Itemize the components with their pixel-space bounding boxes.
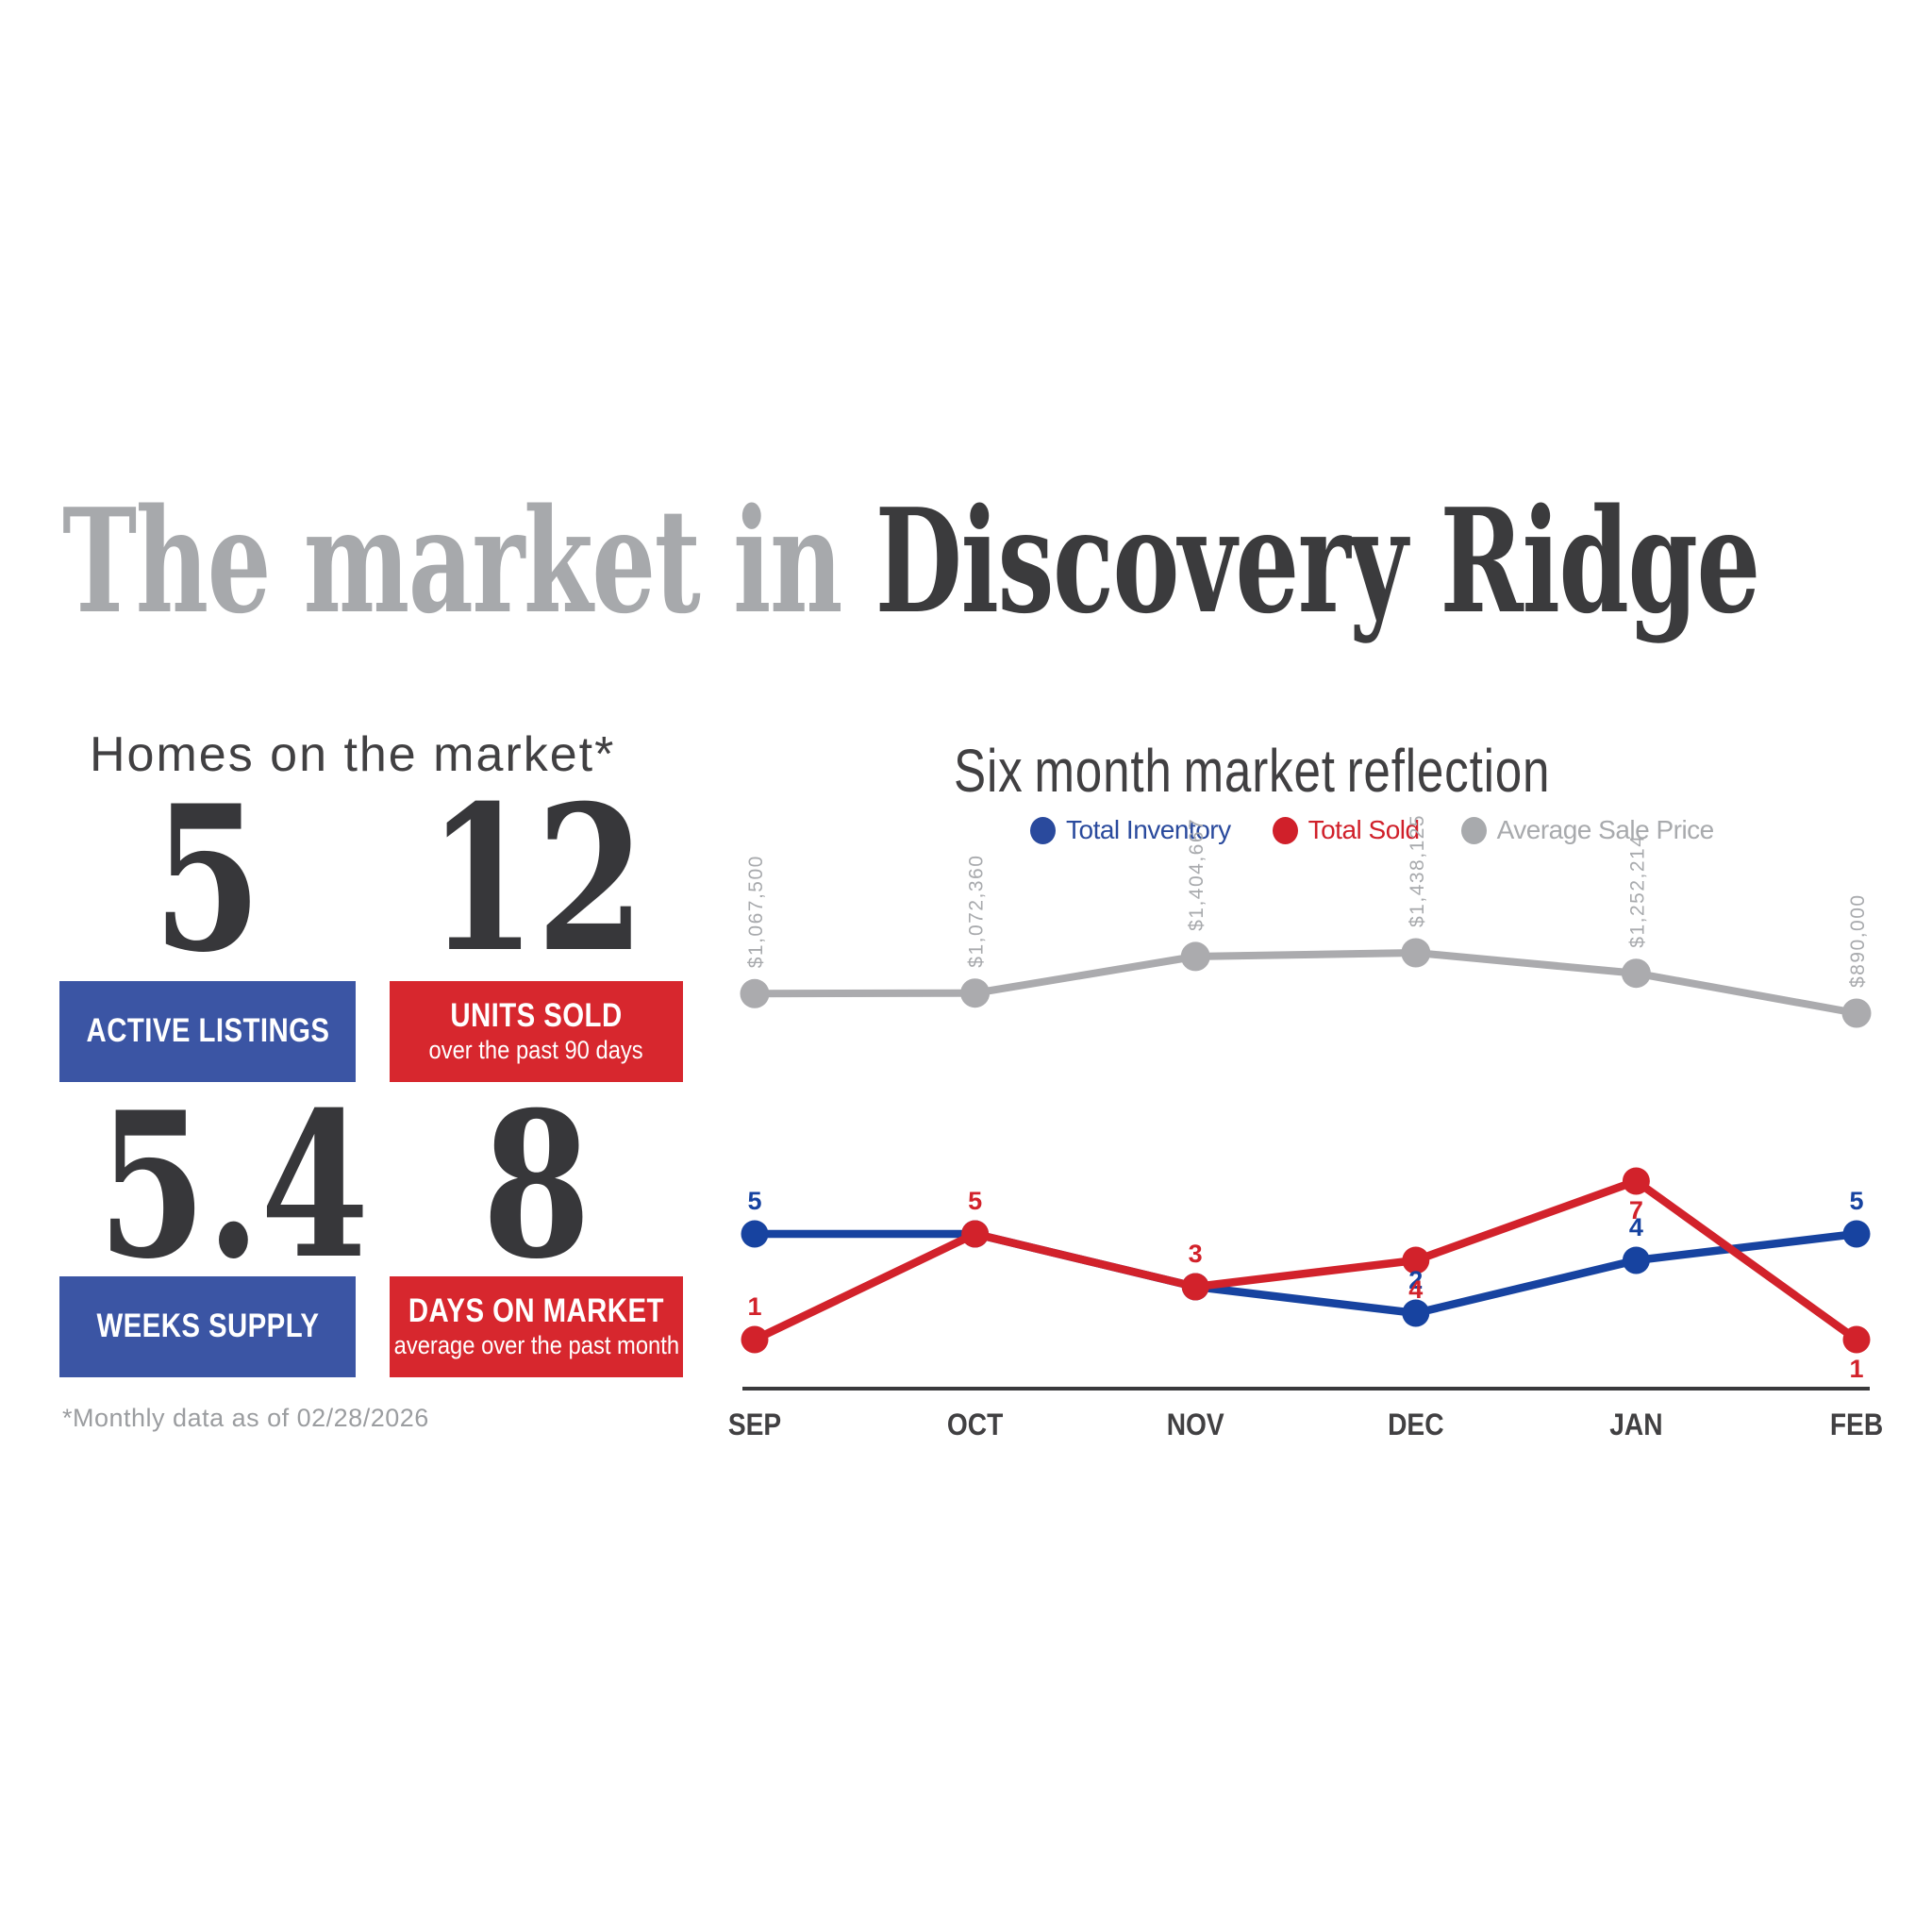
- stat-card-label: UNITS SOLD: [450, 996, 623, 1034]
- legend-item-total-sold: Total Sold: [1272, 815, 1420, 845]
- x-axis-month-label: SEP: [728, 1408, 781, 1441]
- total-inventory-point: [1622, 1246, 1650, 1274]
- point-value-label: 1: [1849, 1355, 1863, 1383]
- stat-card-days-on-market: DAYS ON MARKET average over the past mon…: [390, 1276, 683, 1377]
- avg-price-point: [1180, 941, 1210, 972]
- avg-price-value-label: $1,438,125: [1407, 814, 1428, 927]
- stat-card-label: DAYS ON MARKET: [408, 1291, 665, 1329]
- x-axis-month-label: OCT: [947, 1408, 1004, 1441]
- total-inventory-point: [741, 1220, 769, 1248]
- stat-card-weeks-supply: WEEKS SUPPLY: [59, 1276, 356, 1377]
- stat-card-active-listings: ACTIVE LISTINGS: [59, 981, 356, 1082]
- stat-value-active-listings: 5: [153, 761, 262, 996]
- x-axis-month-label: DEC: [1388, 1408, 1443, 1441]
- avg-price-value-label: $1,404,667: [1186, 818, 1208, 931]
- stat-card-units-sold: UNITS SOLD over the past 90 days: [390, 981, 683, 1082]
- avg-price-point: [1841, 998, 1872, 1028]
- stat-value-days-on-market: 8: [481, 1068, 591, 1303]
- point-value-label: 1: [747, 1292, 761, 1321]
- legend-dot-icon: [1272, 816, 1298, 844]
- stat-card-label: WEEKS SUPPLY: [96, 1307, 319, 1345]
- avg-price-point: [960, 978, 991, 1008]
- data-footnote: *Monthly data as of 02/28/2026: [62, 1404, 429, 1432]
- stat-card-sublabel: average over the past month: [393, 1331, 679, 1360]
- point-value-label: 2: [1408, 1266, 1423, 1294]
- chart-legend: Total Inventory Total Sold Average Sale …: [1030, 815, 1714, 845]
- legend-dot-icon: [1030, 816, 1056, 844]
- total-sold-point: [1402, 1246, 1430, 1274]
- total-sold-point: [1181, 1273, 1209, 1301]
- avg-price-point: [1401, 938, 1431, 968]
- x-axis-month-label: JAN: [1609, 1408, 1662, 1441]
- avg-price-point: [1621, 958, 1651, 989]
- point-value-label: 4: [1629, 1213, 1643, 1241]
- point-value-label: 4: [1408, 1275, 1423, 1304]
- legend-item-total-inventory: Total Inventory: [1030, 815, 1231, 845]
- page-title: The market in Discovery Ridge: [62, 490, 1760, 633]
- total-sold-point: [961, 1220, 990, 1248]
- x-axis-month-label: NOV: [1167, 1408, 1224, 1441]
- total-sold-point: [1622, 1167, 1650, 1195]
- stat-value-units-sold: 12: [427, 761, 645, 996]
- point-value-label: 5: [747, 1187, 761, 1215]
- legend-dot-icon: [1460, 816, 1487, 844]
- total-inventory-point: [1842, 1220, 1871, 1248]
- avg-price-value-label: $1,072,360: [966, 855, 988, 968]
- stat-card-sublabel: over the past 90 days: [428, 1036, 644, 1065]
- legend-item-average-sale-price: Average Sale Price: [1460, 815, 1714, 845]
- point-value-label: 7: [1629, 1196, 1643, 1224]
- total-inventory-point: [1402, 1299, 1430, 1327]
- avg-price-value-label: $1,067,500: [745, 855, 767, 968]
- point-value-label: 5: [1849, 1187, 1863, 1215]
- point-value-label: 5: [968, 1187, 982, 1215]
- total-inventory-line: [755, 1229, 1857, 1318]
- x-axis-month-label: FEB: [1830, 1408, 1883, 1441]
- total-sold-line: [753, 1176, 1859, 1343]
- total-sold-point: [1842, 1325, 1871, 1354]
- page-title-muted: The market in: [62, 476, 875, 645]
- avg-price-point: [740, 978, 770, 1008]
- page-title-location: Discovery Ridge: [874, 476, 1761, 645]
- avg-price-value-label: $890,000: [1847, 893, 1869, 988]
- avg-price-value-label: $1,252,214: [1626, 835, 1648, 948]
- stat-value-weeks-supply: 5.4: [97, 1068, 370, 1303]
- stat-card-label: ACTIVE LISTINGS: [86, 1012, 329, 1050]
- stats-section-heading: Homes on the market*: [90, 727, 616, 782]
- point-value-label: 3: [1189, 1240, 1203, 1268]
- avg-price-line: [754, 948, 1857, 1017]
- chart-title: Six month market reflection: [954, 737, 1551, 805]
- total-sold-point: [741, 1325, 769, 1354]
